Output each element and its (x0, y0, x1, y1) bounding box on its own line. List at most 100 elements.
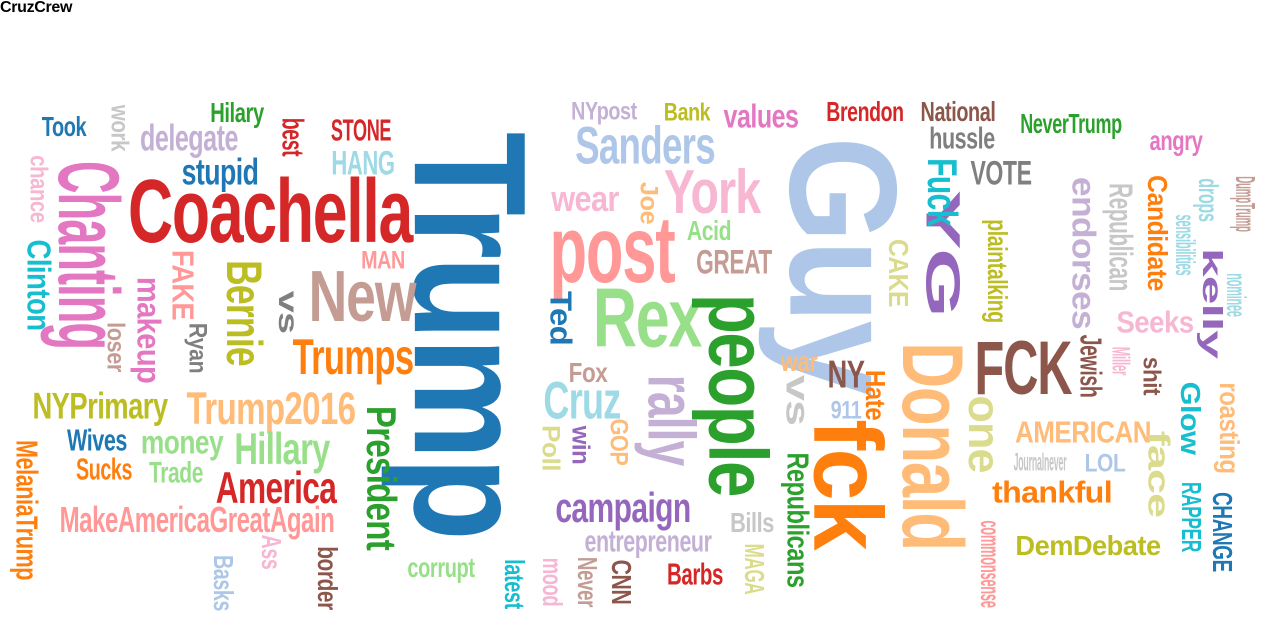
word-ass: Ass (255, 534, 287, 570)
word-vs-1: vs (272, 290, 304, 334)
word-best: best (275, 117, 310, 157)
word-wives: Wives (67, 423, 127, 458)
word-bernie: Bernie (216, 260, 272, 366)
word-makeamericagreatagain: MakeAmericaGreatAgain (59, 498, 335, 540)
word-brendon: Brendon (826, 96, 904, 128)
word-bank: Bank (663, 98, 711, 127)
word-melaniatrump: MelaniaTrump (9, 439, 44, 581)
word-coachella: Coachella (128, 160, 413, 262)
word-president: President (357, 405, 405, 551)
word-fake: FAKE (165, 250, 200, 320)
word-corrupt: corrupt (407, 552, 475, 584)
word-hussle: hussle (929, 121, 995, 156)
word-took: Took (41, 111, 87, 143)
word-nyprimary: NYPrimary (32, 384, 168, 427)
word-angry: angry (1149, 125, 1203, 157)
word-seeks: Seeks (1116, 305, 1194, 340)
word-campaign: campaign (555, 484, 691, 532)
word-demdebate: DemDebate (1015, 530, 1161, 562)
word-loser: loser (101, 322, 130, 372)
word-hate: Hate (859, 369, 891, 421)
word-republican: Republican (1101, 183, 1139, 291)
word-shit: shit (1137, 356, 1166, 396)
word-cnn: CNN (605, 559, 637, 605)
word-entrepreneur: entrepreneur (584, 524, 712, 559)
word-nevertrump: NeverTrump (1020, 108, 1122, 140)
word-latest: latest (498, 559, 530, 609)
word-cake: CAKE (882, 238, 914, 308)
word-work: work (105, 104, 134, 152)
word-makeup: makeup (129, 276, 167, 384)
word-barbs: Barbs (666, 557, 724, 592)
word-lol: LOL (1084, 449, 1126, 478)
word-stupid: stupid (181, 150, 259, 193)
word-trumps: Trumps (292, 329, 415, 385)
word-hillary: Hillary (234, 424, 330, 474)
word-roasting: roasting (1213, 382, 1245, 474)
word-ryan: Ryan (183, 322, 212, 374)
word-basks: Basks (207, 554, 239, 612)
word-rally: rally (633, 374, 708, 466)
word-commonsense: commonsense (974, 520, 1006, 608)
word-dumptrump: DumpTrump (1229, 176, 1261, 232)
word-clinton: Clinton (19, 239, 57, 331)
word-win: win (566, 425, 595, 465)
word-man: MAN (361, 246, 405, 275)
word-great: GREAT (696, 243, 772, 282)
word-joe: Joe (634, 181, 663, 225)
word-sucks: Sucks (75, 452, 133, 487)
word-america: America (215, 463, 337, 513)
word-chanting: Chanting (40, 161, 137, 349)
word-values: values (723, 98, 799, 136)
word-hilary: Hilary (210, 97, 264, 129)
word-change: CHANGE (1206, 492, 1238, 572)
word-new: New (308, 256, 417, 337)
word-jewish: Jewish (1073, 334, 1108, 398)
word-fuck: Fuck (918, 158, 966, 226)
word-cruzcrew: CruzCrew (0, 0, 73, 16)
word-candidate: Candidate (1141, 175, 1173, 291)
word-york: York (663, 156, 761, 227)
word-sanders: Sanders (575, 116, 716, 176)
word-money: money (140, 424, 224, 462)
word-post: post (549, 197, 676, 303)
word-wear: wear (551, 177, 619, 219)
word-fck-upper: FCK (974, 325, 1072, 411)
word-nypost: NYpost (571, 97, 637, 126)
word-trade: Trade (149, 457, 203, 490)
word-vote: VOTE (970, 154, 1032, 193)
word-mood: mood (536, 557, 568, 607)
word-fox: Fox (568, 357, 608, 389)
word-war: war (780, 346, 818, 378)
word-journalnever: Journalnever (1013, 448, 1067, 477)
word-cruz: Cruz (543, 371, 621, 431)
word-vs-2: vs (778, 374, 816, 426)
word-drops: drops (1192, 178, 1224, 222)
word-poll: Poll (536, 425, 565, 471)
word-glow: Glow (1174, 381, 1206, 455)
word-delegate: delegate (140, 116, 238, 159)
word-national: National (920, 96, 996, 128)
word-thankful: thankful (991, 475, 1113, 510)
word-maga: MAGA (738, 543, 770, 595)
word-border: border (311, 546, 343, 610)
word-911: 911 (830, 396, 862, 425)
word-never: Never (571, 556, 603, 608)
word-endorses: endorses (1064, 176, 1102, 330)
word-sensibilities: sensibilities (1169, 214, 1201, 276)
word-republicans: Republicans (780, 452, 815, 588)
word-face: face (1141, 430, 1176, 518)
word-rapper: RAPPER (1175, 482, 1207, 552)
word-rex: Rex (592, 271, 703, 365)
word-nominee: nominee (1220, 273, 1252, 317)
word-ny: NY (827, 353, 865, 397)
word-plaintalking: plaintalking (981, 219, 1013, 323)
word-acid: Acid (686, 215, 732, 247)
word-miller: Miller (1106, 346, 1135, 376)
word-hang: HANG (331, 144, 395, 183)
word-people: people (691, 293, 785, 497)
word-stone: STONE (330, 113, 392, 148)
word-trump2016: Trump2016 (186, 383, 357, 435)
word-one: one (959, 395, 1009, 473)
